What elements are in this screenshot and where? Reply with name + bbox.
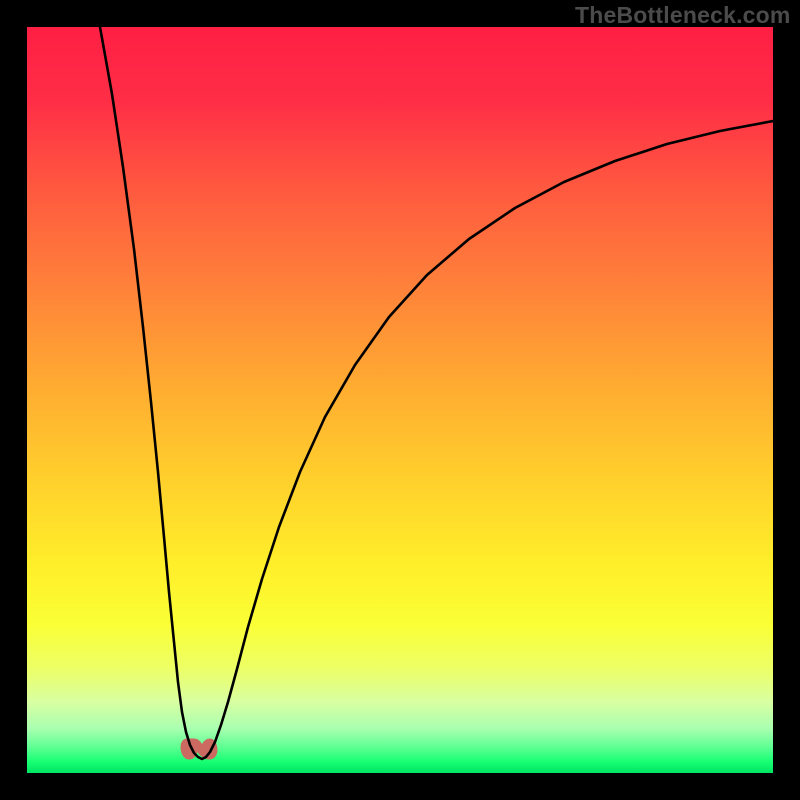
plot-area — [27, 27, 773, 773]
curve-layer — [27, 27, 773, 773]
bottleneck-curve — [100, 27, 773, 759]
watermark-text: TheBottleneck.com — [575, 2, 791, 29]
